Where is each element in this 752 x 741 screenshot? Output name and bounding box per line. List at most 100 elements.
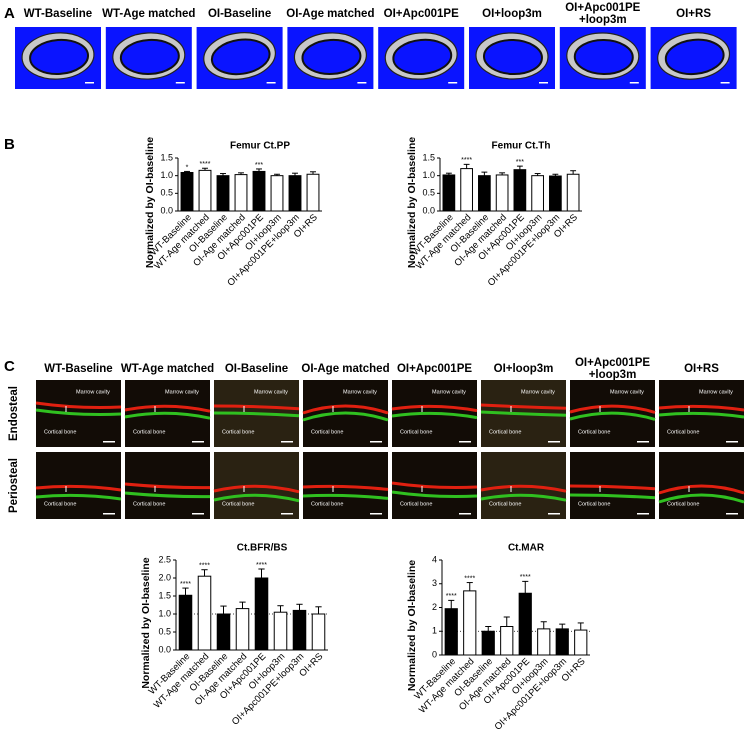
image-text: Cortical bone — [133, 501, 165, 507]
bar — [252, 170, 266, 212]
label-line-red — [569, 404, 656, 414]
significance: **** — [464, 575, 475, 582]
panel-label: A — [4, 5, 15, 22]
panel-label: C — [4, 358, 15, 375]
bar — [495, 174, 509, 212]
bar — [197, 575, 212, 651]
scale-bar — [720, 82, 730, 84]
y-axis-label: Normalized by OI-baseline — [144, 137, 156, 268]
bar — [500, 626, 514, 656]
y-axis-label: Normalized by OI-baseline — [140, 557, 152, 688]
bar — [288, 175, 302, 212]
label-line-red — [124, 404, 211, 413]
significance: **** — [256, 562, 267, 569]
image-text: Cortical bone — [667, 501, 699, 507]
image-text: Cortical bone — [489, 429, 521, 435]
label-line-red — [302, 484, 389, 491]
bar — [463, 590, 477, 656]
label-line-green — [480, 410, 567, 417]
image-title: OI+Apc001PE — [397, 363, 472, 375]
marrow — [119, 38, 180, 75]
image-text: Cortical bone — [578, 429, 610, 435]
image-title: OI+Apc001PE — [565, 2, 640, 14]
significance: *** — [516, 159, 524, 166]
marrow — [482, 39, 543, 76]
scale-bar — [103, 441, 115, 443]
scale-bar — [637, 441, 649, 443]
image-text: Marrow cavity — [432, 389, 466, 395]
image-title: OI+loop3m — [482, 8, 542, 20]
row-label: Periosteal — [8, 458, 20, 513]
y-tick-label: 1.5 — [158, 590, 171, 600]
significance: *** — [255, 162, 263, 169]
y-tick-label: 0.0 — [422, 205, 435, 215]
y-tick-label: 1.5 — [422, 152, 435, 162]
y-axis-label: Normalized by OI-baseline — [406, 137, 418, 268]
bar — [478, 175, 491, 212]
image-title: +loop3m — [579, 14, 627, 26]
image-text: Cortical bone — [667, 429, 699, 435]
y-tick-label: 4 — [432, 554, 437, 564]
scale-bar — [175, 82, 185, 84]
y-tick-label: 1.0 — [422, 170, 435, 180]
label-line-red — [658, 404, 745, 412]
label-line-red — [35, 401, 122, 409]
label-line-red — [391, 404, 478, 413]
significance: **** — [199, 563, 210, 570]
y-tick-label: 2.5 — [158, 554, 171, 564]
y-tick-label: 3 — [432, 578, 437, 588]
scale-bar — [548, 441, 560, 443]
marrow — [210, 38, 271, 76]
marrow — [392, 38, 453, 76]
scale-bar — [192, 513, 204, 515]
bar — [270, 175, 284, 212]
image-text: Cortical bone — [578, 501, 610, 507]
image-title: OI+RS — [684, 363, 719, 375]
label-line-green — [480, 493, 567, 502]
chart-title: Ct.MAR — [508, 543, 545, 554]
image-text: Cortical bone — [222, 501, 254, 507]
panel-label: B — [4, 136, 15, 153]
marrow — [29, 38, 90, 76]
scale-bar — [192, 441, 204, 443]
bar — [292, 609, 307, 651]
scale-bar — [459, 441, 471, 443]
y-tick-label: 1.5 — [160, 152, 173, 162]
image-text: Cortical bone — [400, 501, 432, 507]
scale-bar — [357, 82, 367, 84]
label-line-red — [124, 482, 211, 490]
scale-bar — [370, 441, 382, 443]
label-line-green — [124, 491, 211, 499]
bar — [216, 613, 231, 651]
scale-bar — [281, 513, 293, 515]
bar — [566, 173, 580, 212]
label-line-green — [391, 490, 478, 498]
bar — [178, 594, 193, 651]
scale-bar — [637, 513, 649, 515]
scale-bar — [459, 513, 471, 515]
bar — [234, 174, 248, 212]
marrow — [301, 38, 362, 75]
image-text: Cortical bone — [311, 429, 343, 435]
scale-bar — [539, 82, 548, 84]
scale-bar — [726, 441, 738, 443]
row-label: Endosteal — [8, 386, 20, 441]
image-title: OI+Apc001PE — [575, 357, 650, 369]
bar — [442, 174, 456, 212]
y-tick-label: 1.0 — [160, 170, 173, 180]
significance: **** — [200, 161, 211, 168]
significance: **** — [520, 574, 531, 581]
image-text: Cortical bone — [400, 429, 432, 435]
image-title: OI-Baseline — [208, 8, 271, 20]
image-text: Cortical bone — [44, 501, 76, 507]
image-title: OI-Age matched — [301, 363, 389, 375]
image-title: +loop3m — [589, 369, 637, 381]
label-line-red — [480, 484, 567, 493]
label-line-red — [35, 484, 122, 492]
label-line-red — [302, 404, 389, 415]
bar — [481, 630, 495, 656]
bar — [235, 608, 250, 651]
image-text: Marrow cavity — [254, 389, 288, 395]
marrow — [573, 39, 634, 76]
